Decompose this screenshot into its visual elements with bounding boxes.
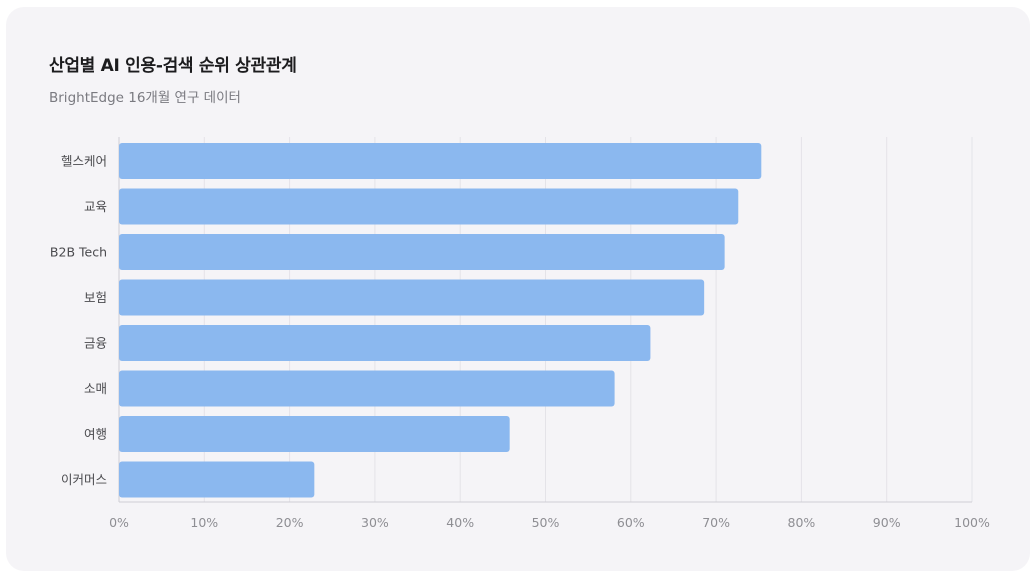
bar	[119, 461, 315, 498]
bar	[119, 143, 762, 179]
x-tick-label: 100%	[954, 515, 990, 530]
category-label: 소매	[84, 381, 107, 396]
category-label: 금융	[84, 336, 107, 351]
bar	[119, 234, 725, 270]
category-label: 이커머스	[61, 472, 107, 487]
x-tick-label: 20%	[276, 515, 304, 530]
category-label: 교육	[84, 199, 107, 214]
category-label: B2B Tech	[50, 245, 107, 260]
x-tick-label: 80%	[788, 515, 816, 530]
bar	[119, 188, 739, 225]
x-tick-label: 40%	[446, 515, 474, 530]
chart-title: 산업별 AI 인용-검색 순위 상관관계	[49, 56, 297, 76]
x-tick-label: 90%	[873, 515, 901, 530]
chart-subtitle: BrightEdge 16개월 연구 데이터	[49, 90, 241, 106]
bar	[119, 416, 510, 452]
x-tick-label: 70%	[702, 515, 730, 530]
bar	[119, 279, 705, 316]
bar	[119, 370, 615, 407]
bar	[119, 325, 651, 361]
x-tick-label: 30%	[361, 515, 389, 530]
category-label: 보험	[84, 290, 107, 305]
x-tick-label: 10%	[190, 515, 218, 530]
x-tick-label: 0%	[109, 515, 129, 530]
x-tick-label: 50%	[532, 515, 560, 530]
category-label: 헬스케어	[61, 154, 107, 169]
category-label: 여행	[84, 427, 107, 442]
x-tick-label: 60%	[617, 515, 645, 530]
